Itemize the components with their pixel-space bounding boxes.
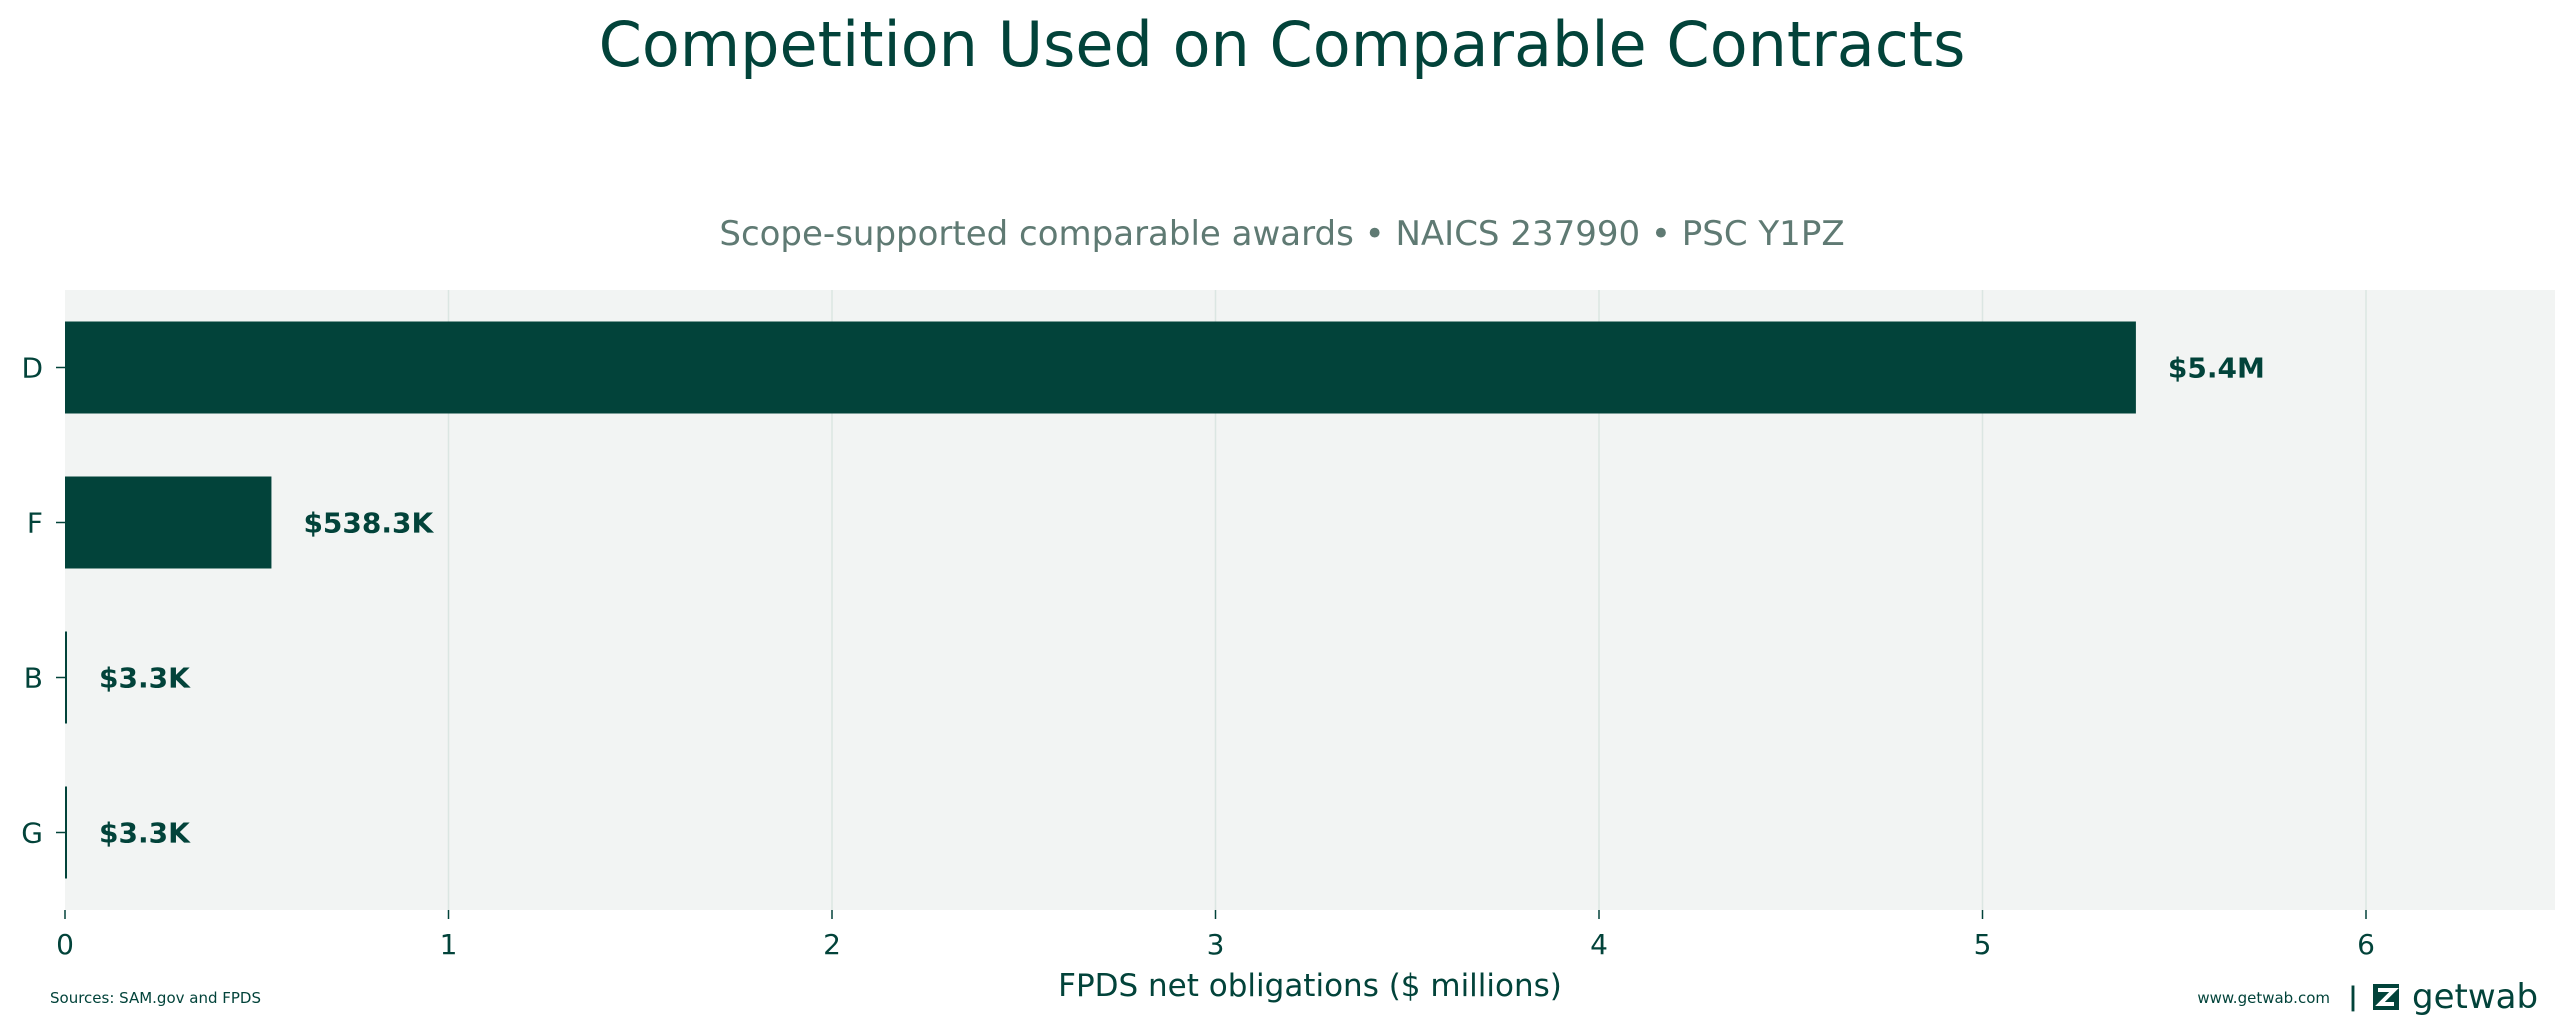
data-label: $3.3K (99, 817, 191, 850)
chart-title: Competition Used on Comparable Contracts (599, 8, 1966, 81)
data-label: $538.3K (303, 507, 434, 540)
x-tick-label: 6 (2357, 928, 2375, 961)
chart-subtitle: Scope-supported comparable awards • NAIC… (719, 214, 1844, 254)
data-label: $5.4M (2168, 352, 2265, 385)
x-tick-label: 0 (56, 928, 74, 961)
x-axis-label: FPDS net obligations ($ millions) (1058, 968, 1562, 1004)
x-tick-label: 1 (440, 928, 458, 961)
y-axis: D F B G (21, 352, 65, 850)
y-tick-label: B (24, 662, 43, 695)
data-labels: $5.4M $538.3K $3.3K $3.3K (99, 352, 2265, 850)
x-tick-label: 5 (1974, 928, 1992, 961)
x-axis: 0 1 2 3 4 5 6 (56, 910, 2375, 961)
getwab-logo-icon (2373, 984, 2399, 1010)
website-link[interactable]: www.getwab.com (2197, 989, 2330, 1007)
data-label: $3.3K (99, 662, 191, 695)
footer-separator: | (2348, 982, 2358, 1012)
bar-F (65, 476, 272, 569)
x-tick-label: 2 (823, 928, 841, 961)
brand-name: getwab (2412, 977, 2538, 1017)
bar-G (65, 786, 67, 879)
y-tick-label: G (21, 817, 43, 850)
bar-D (65, 321, 2136, 414)
sources-note: Sources: SAM.gov and FPDS (50, 989, 261, 1007)
y-tick-label: F (27, 507, 43, 540)
bar-B (65, 631, 67, 724)
x-tick-label: 3 (1207, 928, 1225, 961)
y-tick-label: D (21, 352, 43, 385)
bars (65, 321, 2136, 879)
x-tick-label: 4 (1590, 928, 1608, 961)
